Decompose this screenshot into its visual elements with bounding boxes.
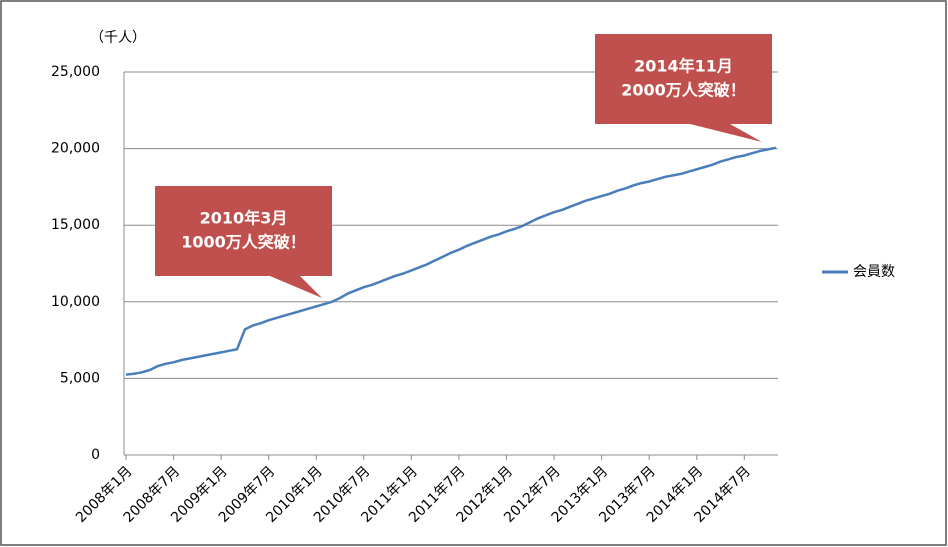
y-tick-label: 20,000 [51, 141, 100, 157]
y-tick-label: 0 [91, 447, 100, 463]
callout-text: 2014年11月 [634, 57, 733, 76]
callout-box [155, 186, 332, 298]
y-unit-label: （千人） [90, 30, 146, 46]
callout-box [595, 34, 772, 142]
data-line [125, 146, 777, 376]
y-tick-label: 5,000 [60, 370, 100, 386]
callout: 2010年3月 1000万人突破！ [155, 186, 332, 298]
legend-label: 会員数 [853, 264, 895, 280]
callout: 2014年11月 2000万人突破！ [595, 34, 772, 142]
callout-text: 2010年3月 [200, 209, 288, 228]
y-tick-label: 15,000 [51, 217, 100, 233]
callout-text: 1000万人突破！ [181, 233, 306, 252]
y-tick-label: 25,000 [51, 64, 100, 80]
callout-text: 2000万人突破！ [621, 81, 746, 100]
y-tick-label: 10,000 [51, 294, 100, 310]
